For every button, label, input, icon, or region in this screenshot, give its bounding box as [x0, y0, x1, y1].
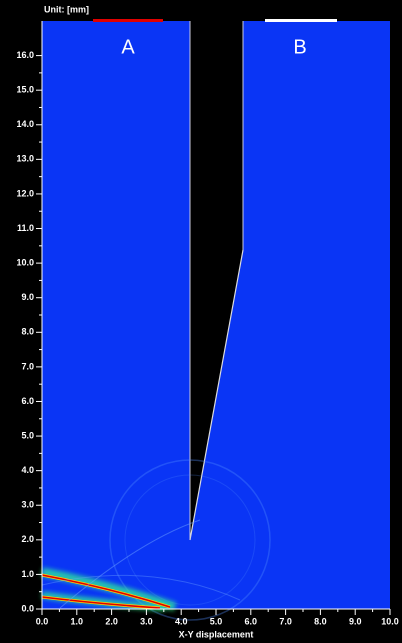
- y-tick-label: 0.0: [21, 603, 34, 613]
- x-tick-label: 0.0: [36, 616, 49, 626]
- y-tick-label: 7.0: [21, 361, 34, 371]
- x-tick-label: 10.0: [381, 616, 399, 626]
- x-tick-label: 9.0: [349, 616, 362, 626]
- y-tick-label: 1.0: [21, 569, 34, 579]
- y-tick-label: 11.0: [17, 223, 34, 233]
- x-tick-label: 8.0: [314, 616, 327, 626]
- y-tick-label: 10.0: [16, 257, 34, 267]
- y-tick-label: 15.0: [16, 85, 34, 95]
- y-tick-label: 9.0: [21, 292, 34, 302]
- marker-a: [93, 19, 163, 22]
- y-tick-label: 4.0: [21, 465, 34, 475]
- unit-label: Unit: [mm]: [44, 4, 89, 14]
- x-tick-label: 7.0: [279, 616, 292, 626]
- y-tick-label: 16.0: [16, 50, 34, 60]
- x-tick-label: 4.0: [175, 616, 188, 626]
- region-label: B: [293, 36, 306, 58]
- x-tick-label: 1.0: [71, 616, 84, 626]
- y-tick-label: 14.0: [16, 119, 34, 129]
- y-tick-label: 12.0: [16, 188, 34, 198]
- chart: Unit: [mm] A B X-Y displacement 0.0 1.0 2.…: [0, 0, 402, 643]
- y-tick-label: 6.0: [21, 396, 34, 406]
- marker-b: [265, 19, 337, 22]
- x-axis-label: X-Y displacement: [179, 629, 254, 639]
- x-tick-label: 6.0: [245, 616, 258, 626]
- region-label: A: [121, 36, 135, 58]
- x-tick-label: 2.0: [105, 616, 118, 626]
- y-tick-label: 5.0: [21, 430, 34, 440]
- y-tick-label: 8.0: [21, 327, 34, 337]
- y-tick-label: 2.0: [21, 534, 34, 544]
- x-tick-label: 3.0: [140, 616, 153, 626]
- x-tick-label: 5.0: [210, 616, 223, 626]
- y-tick-label: 13.0: [16, 154, 34, 164]
- y-tick-label: 3.0: [21, 500, 34, 510]
